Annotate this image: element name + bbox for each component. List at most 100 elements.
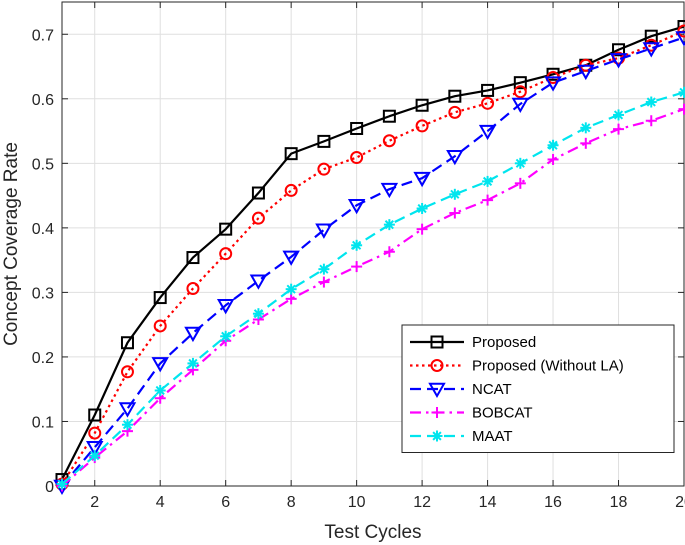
asterisk-marker-arm	[613, 110, 624, 120]
data-point	[219, 247, 233, 261]
data-point	[448, 105, 462, 119]
x-tick-label: 6	[221, 494, 230, 511]
data-point	[416, 223, 428, 235]
legend-entry: MAAT	[410, 428, 513, 445]
x-tick-label: 2	[90, 494, 99, 511]
data-point	[382, 109, 396, 123]
legend-entry: Proposed (Without LA)	[410, 358, 624, 375]
series-ncat	[53, 31, 685, 496]
asterisk-marker-arm	[90, 451, 100, 461]
data-point	[449, 188, 461, 200]
y-tick-label: 0.2	[32, 350, 54, 367]
data-point	[547, 153, 559, 165]
data-point	[577, 64, 595, 81]
data-point	[186, 282, 200, 296]
series-maat	[56, 86, 685, 490]
data-point	[88, 426, 102, 440]
data-point	[89, 450, 101, 462]
asterisk-marker-arm	[286, 284, 296, 294]
asterisk-marker-arm	[417, 203, 427, 214]
data-point	[318, 276, 330, 288]
data-point	[282, 250, 300, 266]
data-point	[284, 183, 298, 197]
data-point	[511, 97, 530, 113]
x-tick-label: 14	[479, 494, 497, 511]
legend-marker	[430, 335, 444, 349]
data-point	[350, 121, 364, 135]
series-layer	[53, 20, 685, 496]
data-point	[415, 98, 429, 112]
data-point	[86, 441, 104, 457]
data-point	[482, 194, 494, 206]
data-point	[151, 357, 169, 373]
data-point	[644, 29, 658, 43]
data-point	[544, 76, 562, 92]
data-point	[513, 76, 527, 90]
plot-frame	[61, 1, 685, 487]
asterisk-marker-arm	[515, 158, 525, 168]
asterisk-marker-arm	[432, 431, 442, 441]
y-tick-label: 0.4	[32, 221, 54, 238]
data-point	[482, 175, 494, 187]
data-point	[285, 283, 297, 295]
x-tick-label: 8	[287, 494, 296, 511]
legend-marker	[431, 407, 443, 418]
data-point	[186, 251, 200, 265]
asterisk-marker-arm	[155, 385, 165, 396]
asterisk-marker-arm	[450, 189, 460, 199]
legend-label: Proposed	[472, 334, 536, 351]
data-point	[285, 293, 297, 305]
data-point	[514, 177, 526, 189]
data-point	[350, 151, 364, 165]
data-point	[413, 171, 431, 188]
legend-marker	[431, 430, 443, 442]
data-point	[415, 119, 429, 133]
data-point	[88, 408, 102, 422]
data-point	[153, 291, 167, 305]
axes	[61, 1, 685, 487]
asterisk-marker-arm	[221, 331, 231, 341]
data-point	[120, 336, 134, 350]
data-point	[251, 211, 265, 225]
data-point	[675, 31, 685, 47]
x-tick-label: 12	[413, 494, 431, 511]
data-point	[351, 261, 363, 273]
asterisk-marker-arm	[188, 358, 198, 368]
legend-entry: Proposed	[410, 334, 536, 351]
x-tick-label: 20	[675, 494, 685, 511]
asterisk-marker-arm	[319, 264, 329, 274]
legend-label: BOBCAT	[472, 405, 533, 422]
asterisk-marker-arm	[482, 176, 493, 186]
data-point	[382, 134, 396, 148]
y-tick-label: 0.7	[32, 27, 54, 44]
data-point	[121, 419, 133, 431]
data-point	[154, 384, 166, 396]
data-point	[678, 86, 685, 98]
data-point	[609, 53, 628, 69]
data-point	[677, 24, 685, 38]
data-point	[252, 308, 264, 320]
tick-labels: 2 4 6 8 10 12 14 16 18 20 0 0.1 0.2 0.3 0.4 0.5 0.6 0.7	[32, 27, 685, 511]
asterisk-marker-arm	[646, 97, 656, 107]
data-point	[645, 115, 657, 127]
data-point	[216, 299, 235, 315]
legend-entry: NCAT	[410, 381, 512, 399]
asterisk-marker-arm	[548, 140, 558, 150]
y-tick-label: 0.5	[32, 156, 54, 173]
data-point	[478, 124, 497, 141]
asterisk-marker-arm	[57, 479, 67, 489]
data-point	[449, 207, 461, 219]
data-point	[613, 123, 625, 135]
y-tick-label: 0	[45, 479, 54, 496]
data-point	[383, 219, 395, 231]
series-line	[61, 36, 685, 487]
data-point	[380, 182, 399, 199]
y-tick-label: 0.3	[32, 285, 54, 302]
legend-marker	[430, 359, 444, 372]
asterisk-marker-arm	[384, 220, 394, 230]
x-tick-label: 4	[156, 494, 165, 511]
asterisk-marker-arm	[122, 420, 133, 430]
data-point	[187, 357, 199, 369]
data-point	[481, 83, 495, 97]
series-line	[61, 91, 685, 485]
